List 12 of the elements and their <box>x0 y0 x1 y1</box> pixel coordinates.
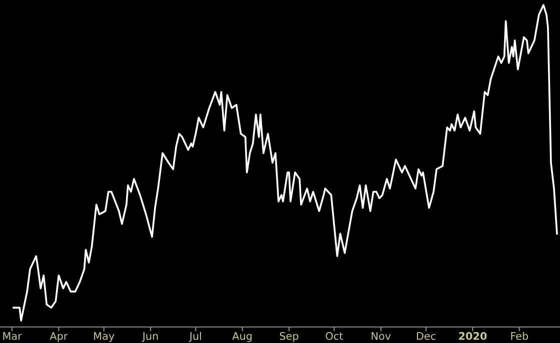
x-tick-label: Feb <box>511 332 528 340</box>
x-tick-label: Sep <box>280 332 298 342</box>
x-tick-label: Jun <box>142 332 158 342</box>
x-tick-label: Apr <box>50 332 68 342</box>
x-tick-label: 2020 <box>459 332 487 340</box>
x-tick-label: Oct <box>326 332 343 340</box>
x-tick-label: Nov <box>372 332 391 340</box>
x-tick-label: May <box>94 332 114 342</box>
x-tick-label: Mar <box>3 332 22 340</box>
x-tick-label: Aug <box>232 332 252 342</box>
x-tick-label: Dec <box>416 332 436 340</box>
x-tick-label: Jul <box>188 332 202 342</box>
